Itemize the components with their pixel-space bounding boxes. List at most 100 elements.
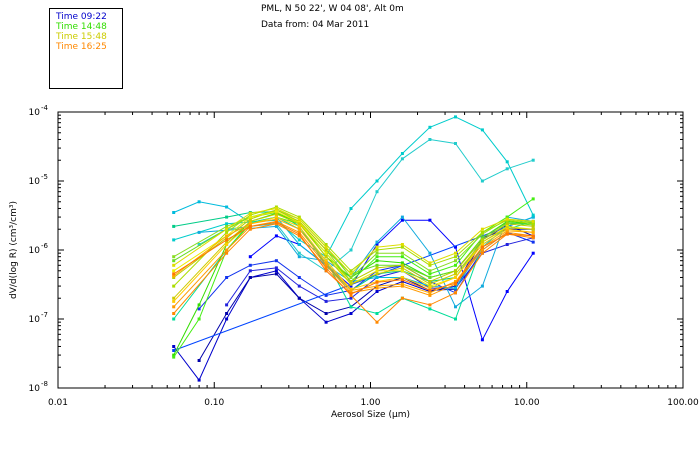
data-point <box>349 292 353 296</box>
y-tick-label: 10 <box>29 315 41 325</box>
series-line <box>199 216 534 308</box>
data-point <box>454 317 457 321</box>
series-4 <box>197 230 535 311</box>
data-point <box>225 240 229 244</box>
data-point <box>197 317 201 321</box>
data-point <box>428 303 432 307</box>
data-point <box>454 115 457 119</box>
data-point <box>297 243 301 246</box>
data-point <box>274 269 278 273</box>
data-point <box>428 276 432 279</box>
series-line <box>173 209 534 283</box>
data-point <box>454 245 457 249</box>
data-point <box>172 317 176 321</box>
data-point <box>248 255 252 259</box>
data-point <box>172 224 176 228</box>
data-point <box>375 286 379 290</box>
series-2 <box>197 223 535 362</box>
data-point <box>531 222 535 226</box>
data-point <box>531 197 535 201</box>
data-point <box>375 240 379 244</box>
data-point <box>480 251 484 255</box>
data-point <box>225 236 229 240</box>
data-point <box>505 160 509 164</box>
data-point <box>480 245 484 249</box>
data-point <box>349 207 353 210</box>
legend-entry-3: Time 15:48 <box>56 32 107 42</box>
data-point <box>400 266 404 270</box>
data-point <box>248 276 252 279</box>
data-point <box>349 272 353 276</box>
data-point <box>454 276 457 279</box>
data-point <box>480 128 484 132</box>
series-line <box>173 216 534 320</box>
data-point <box>172 296 176 300</box>
data-point <box>428 282 432 286</box>
data-point <box>531 227 535 231</box>
plot-frame <box>57 111 684 389</box>
data-point <box>349 305 353 309</box>
data-point <box>375 266 379 270</box>
data-point <box>274 210 278 214</box>
data-point <box>400 152 404 155</box>
data-point <box>172 349 176 352</box>
data-point <box>172 259 176 263</box>
data-point <box>324 245 328 249</box>
data-point <box>505 232 509 236</box>
data-point <box>297 215 301 219</box>
data-point <box>400 157 404 161</box>
data-point <box>375 263 379 267</box>
data-point <box>531 224 535 228</box>
y-tick-label: 10 <box>29 384 41 394</box>
data-point <box>400 269 404 273</box>
series-line <box>173 207 534 275</box>
y-tick-label: 10 <box>29 246 41 256</box>
data-point <box>400 218 404 222</box>
data-point <box>225 312 229 315</box>
data-point <box>297 276 301 279</box>
series-line <box>249 219 534 342</box>
x-tick-label: 1.00 <box>360 398 380 408</box>
data-point <box>197 307 201 311</box>
data-point <box>531 240 535 244</box>
data-point <box>172 284 176 288</box>
data-point <box>428 291 432 295</box>
data-point <box>400 245 404 249</box>
data-point <box>274 224 278 228</box>
y-tick-exponent: -8 <box>41 380 48 388</box>
data-point <box>297 296 301 300</box>
series-line <box>173 223 534 323</box>
data-point <box>297 234 301 238</box>
data-point <box>349 284 353 288</box>
data-point <box>225 276 229 279</box>
data-point <box>454 291 457 295</box>
data-point <box>248 219 252 223</box>
data-point <box>428 293 432 297</box>
data-point <box>349 280 353 283</box>
data-point <box>428 272 432 276</box>
y-tick-exponent: -5 <box>41 173 48 181</box>
location-label: PML, N 50 22', W 04 08', Alt 0m <box>261 4 404 14</box>
data-point <box>225 243 229 246</box>
series-19 <box>172 207 535 276</box>
data-point <box>297 232 301 236</box>
data-point <box>375 280 379 284</box>
data-point <box>480 230 484 234</box>
y-tick-exponent: -4 <box>41 104 49 112</box>
data-point <box>375 272 379 276</box>
legend-entry-4: Time 16:25 <box>56 42 107 52</box>
data-point <box>375 290 379 293</box>
data-point <box>454 272 457 276</box>
data-point <box>248 224 252 228</box>
data-point <box>248 269 252 273</box>
data-point <box>297 217 301 221</box>
data-point <box>531 213 535 217</box>
data-point <box>531 251 535 255</box>
data-point <box>505 167 509 171</box>
data-point <box>375 251 379 255</box>
data-point <box>349 296 353 300</box>
data-point <box>172 263 176 267</box>
data-point <box>505 290 509 293</box>
data-point <box>225 234 229 238</box>
data-point <box>172 345 176 348</box>
